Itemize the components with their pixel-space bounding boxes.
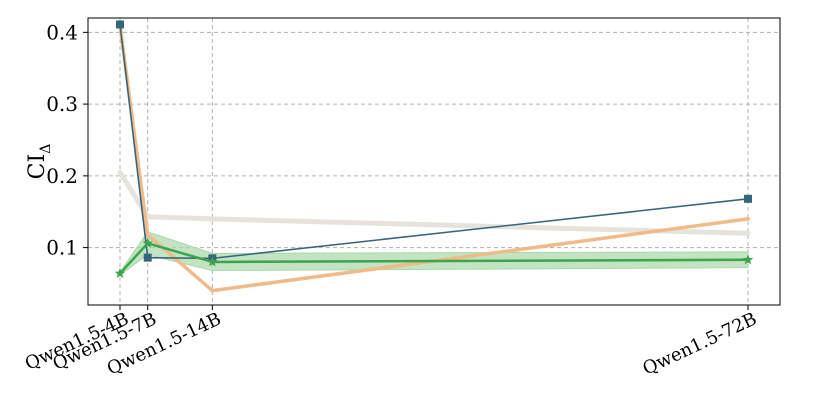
data-point <box>746 216 750 221</box>
data-point <box>116 20 124 29</box>
data-point <box>145 232 150 237</box>
confidence-band-layer <box>119 231 749 276</box>
series-1 <box>117 169 751 236</box>
y-axis-label: CIΔ <box>25 144 54 180</box>
data-point <box>209 216 215 222</box>
y-tick-label: 0.3 <box>46 92 78 116</box>
series-layer <box>114 20 754 293</box>
data-point <box>742 254 754 265</box>
y-tick-label: 0.1 <box>46 236 78 260</box>
series-line <box>119 242 749 275</box>
y-axis-label-main: CI <box>25 154 50 180</box>
y-tick-label: 0.2 <box>46 164 78 188</box>
data-point <box>207 256 218 267</box>
series-line <box>119 24 749 260</box>
plot-frame <box>87 17 781 306</box>
data-point <box>117 169 123 175</box>
series-line <box>118 24 749 293</box>
data-point <box>210 288 215 293</box>
y-axis-label-subscript: Δ <box>38 144 54 154</box>
series-line <box>117 170 749 236</box>
series-4 <box>114 237 754 278</box>
data-point <box>114 267 126 278</box>
y-tick-label: 0.4 <box>46 20 78 44</box>
y-tick-layer: 0.1 0.2 0.3 0.4 <box>46 20 88 260</box>
confidence-band <box>119 231 749 276</box>
x-tick-label: Qwen1.5-72B <box>640 308 761 379</box>
data-point <box>142 237 153 248</box>
data-point <box>143 253 152 262</box>
data-point <box>744 194 752 203</box>
data-point <box>745 230 751 236</box>
